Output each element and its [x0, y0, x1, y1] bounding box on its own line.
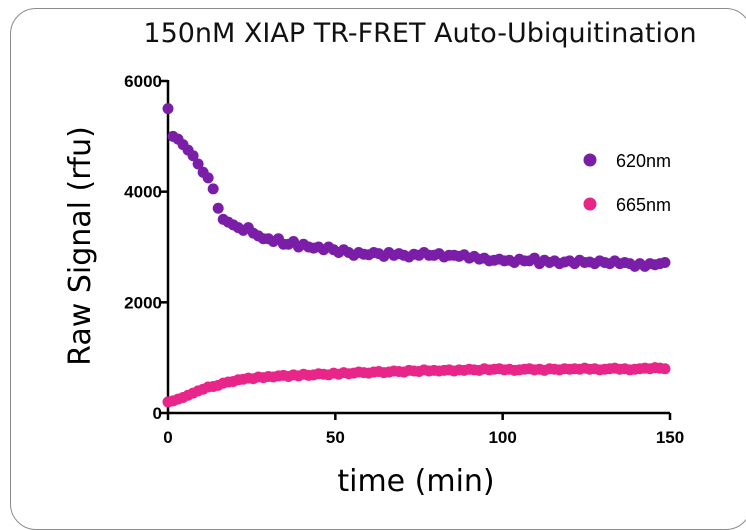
y-tick-label: 6000: [124, 72, 162, 91]
chart-frame: [10, 8, 746, 530]
legend-label: 665nm: [616, 195, 671, 215]
y-axis-label: Raw Signal (rfu): [63, 126, 98, 366]
x-tick-label: 150: [656, 428, 684, 447]
x-tick-label: 0: [163, 428, 172, 447]
axes: 0 2000 4000 6000 0 50 100 150: [124, 72, 684, 447]
series-620nm: [162, 103, 671, 272]
data-point: [659, 363, 671, 375]
data-point: [192, 158, 204, 170]
x-tick-label: 100: [488, 428, 516, 447]
data-point: [187, 150, 199, 162]
data-point: [202, 172, 214, 184]
chart: 150nM XIAP TR-FRET Auto-Ubiquitination R…: [63, 18, 697, 499]
y-tick-label: 4000: [124, 183, 162, 202]
legend-marker: [583, 197, 597, 211]
data-points: [162, 103, 671, 408]
x-tick-label: 50: [326, 428, 345, 447]
data-point: [659, 256, 671, 268]
y-tick-label: 2000: [124, 293, 162, 312]
chart-title: 150nM XIAP TR-FRET Auto-Ubiquitination: [143, 18, 696, 49]
legend-marker: [583, 153, 597, 167]
y-tick-label: 0: [153, 404, 162, 423]
legend-label: 620nm: [616, 151, 671, 171]
data-point: [162, 103, 174, 115]
x-axis-label: time (min): [337, 464, 494, 499]
data-point: [212, 202, 224, 214]
legend: 620nm 665nm: [583, 151, 671, 215]
series-665nm: [162, 362, 671, 408]
data-point: [207, 183, 219, 195]
